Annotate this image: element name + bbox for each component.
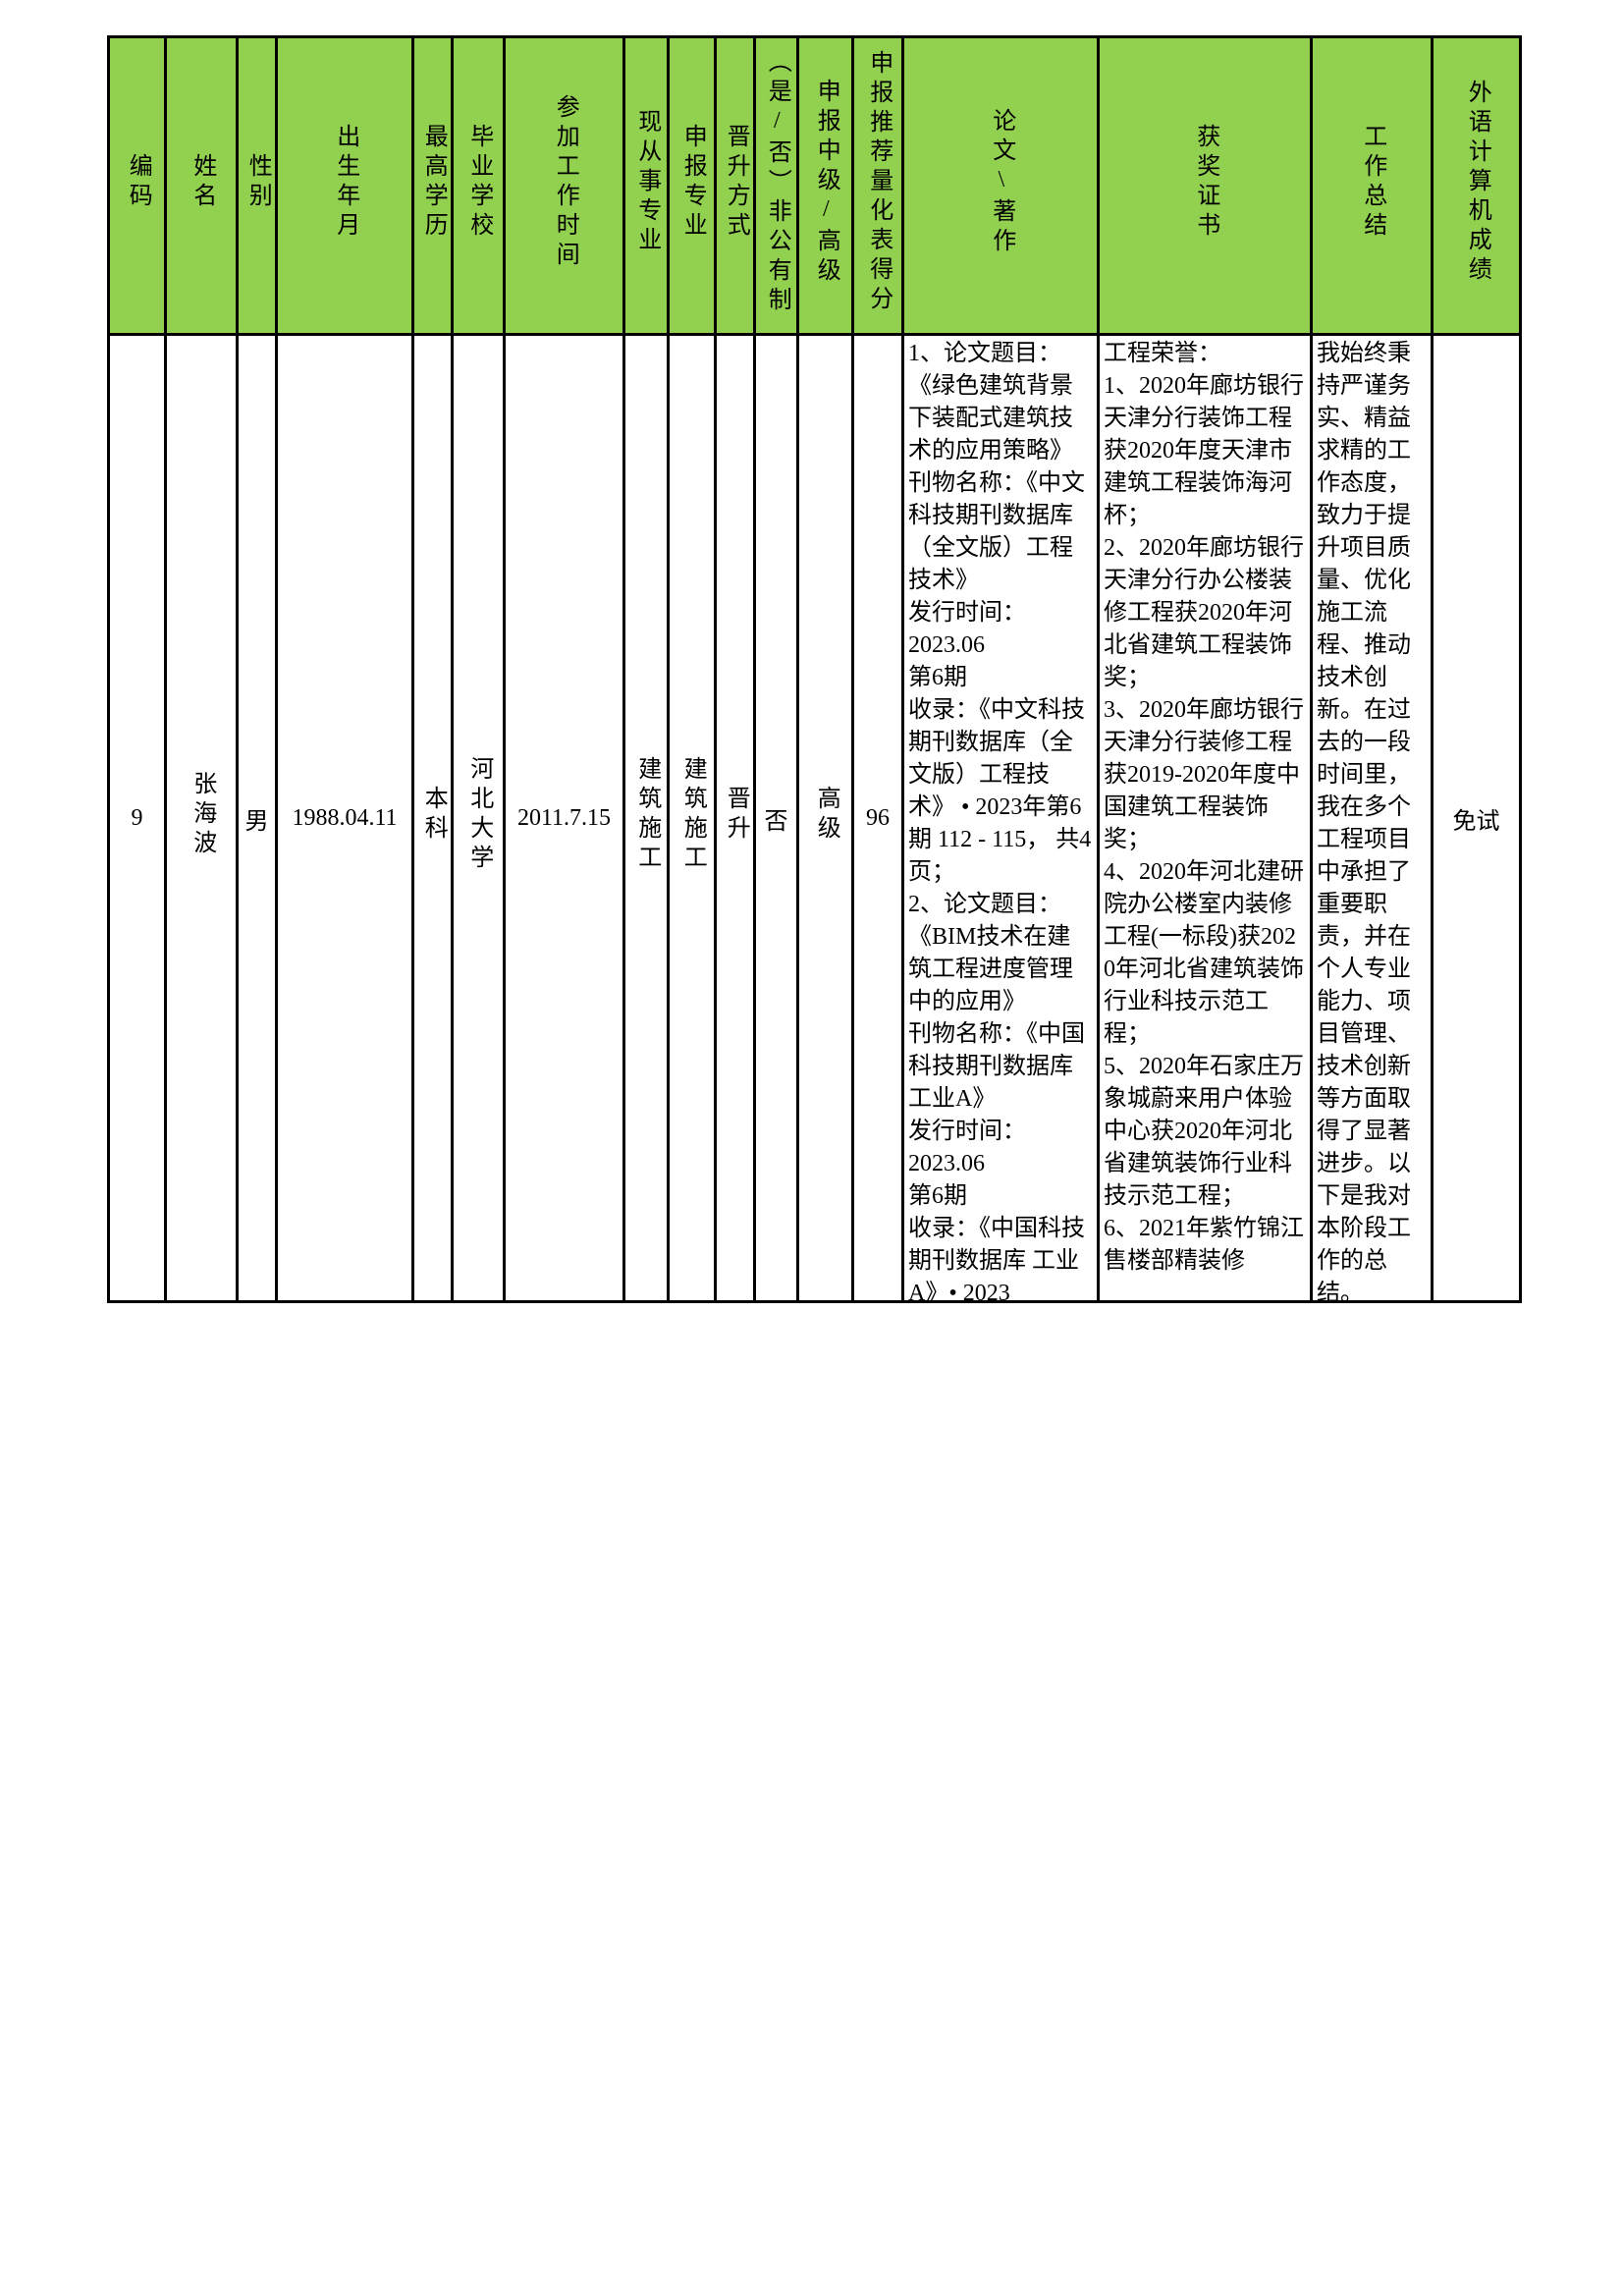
header-highest-education: 最高学历: [411, 35, 454, 336]
cell-recommendation-score-value: 96: [866, 804, 890, 831]
cell-current-profession-value: 建筑施工: [633, 755, 660, 874]
cell-declared-profession: 建筑施工: [667, 333, 717, 1303]
cell-papers: 1、论文题目： 《绿色建筑背景下装配式建筑技术的应用策略》 刊物名称：《中文科技…: [901, 333, 1100, 1303]
header-current-profession-label: 现从事专业: [633, 108, 660, 256]
header-work-start-date: 参加工作时间: [503, 35, 625, 336]
cell-declared-level-value: 高级: [813, 785, 839, 845]
header-code-label: 编码: [125, 152, 151, 212]
header-language-computer-score: 外语计算机成绩: [1431, 35, 1522, 336]
cell-language-computer-score: 免试: [1431, 333, 1522, 1303]
cell-graduation-school-value: 河北大学: [465, 755, 492, 874]
header-birth-date-label: 出生年月: [332, 123, 358, 242]
cell-non-public-ownership-value: 否: [764, 808, 788, 835]
cell-code-value: 9: [131, 804, 143, 831]
cell-language-computer-score-value: 免试: [1452, 808, 1500, 835]
cell-highest-education-value: 本科: [420, 785, 447, 845]
cell-work-start-date-value: 2011.7.15: [516, 804, 612, 831]
header-recommendation-score: 申报推荐量化表得分: [851, 35, 904, 336]
cell-awards-value: 工程荣誉： 1、2020年廊坊银行天津分行装饰工程获2020年度天津市建筑工程装…: [1104, 341, 1304, 1274]
header-name: 姓名: [164, 35, 239, 336]
cell-awards: 工程荣誉： 1、2020年廊坊银行天津分行装饰工程获2020年度天津市建筑工程装…: [1097, 333, 1313, 1303]
header-promotion-method: 晋升方式: [714, 35, 756, 336]
header-row: 编码 姓名 性别 出生年月 最高学历 毕业学校 参加工作时间 现从事专业 申报专…: [107, 35, 1522, 336]
header-birth-date: 出生年月: [275, 35, 414, 336]
header-highest-education-label: 最高学历: [420, 123, 447, 242]
header-declared-profession: 申报专业: [667, 35, 717, 336]
cell-current-profession: 建筑施工: [622, 333, 670, 1303]
header-language-computer-score-label: 外语计算机成绩: [1464, 79, 1490, 286]
cell-promotion-method-value: 晋升: [723, 785, 749, 845]
header-non-public-ownership: （是/否）非公有制: [753, 35, 799, 336]
cell-name: 张海波: [164, 333, 239, 1303]
header-declared-level: 申报中级/高级: [796, 35, 854, 336]
header-recommendation-score-label: 申报推荐量化表得分: [865, 49, 892, 315]
header-work-start-date-label: 参加工作时间: [552, 93, 578, 271]
header-papers-label: 论文\著作: [988, 107, 1014, 257]
cell-gender: 男: [236, 333, 278, 1303]
header-non-public-ownership-label: （是/否）非公有制: [764, 48, 790, 316]
header-gender: 性别: [236, 35, 278, 336]
cell-work-summary-value: 我始终秉持严谨务实、精益求精的工作态度，致力于提升项目质量、优化施工流程、推动技…: [1317, 341, 1411, 1300]
cell-recommendation-score: 96: [851, 333, 904, 1303]
cell-declared-level: 高级: [796, 333, 854, 1303]
header-declared-level-label: 申报中级/高级: [813, 78, 839, 287]
cell-graduation-school: 河北大学: [451, 333, 506, 1303]
header-awards: 获奖证书: [1097, 35, 1313, 336]
cell-promotion-method: 晋升: [714, 333, 756, 1303]
header-gender-label: 性别: [244, 152, 271, 212]
cell-name-value: 张海波: [189, 770, 215, 859]
header-promotion-method-label: 晋升方式: [723, 123, 749, 242]
header-current-profession: 现从事专业: [622, 35, 670, 336]
cell-non-public-ownership: 否: [753, 333, 799, 1303]
header-graduation-school-label: 毕业学校: [465, 123, 492, 242]
cell-code: 9: [107, 333, 167, 1303]
data-row: 9 张海波 男 1988.04.11 本科 河北大学 2011.7.15 建筑施…: [107, 333, 1522, 1303]
header-work-summary: 工作总结: [1310, 35, 1434, 336]
header-declared-profession-label: 申报专业: [679, 123, 706, 242]
header-papers: 论文\著作: [901, 35, 1100, 336]
header-work-summary-label: 工作总结: [1359, 123, 1385, 242]
header-graduation-school: 毕业学校: [451, 35, 506, 336]
cell-birth-date: 1988.04.11: [275, 333, 414, 1303]
applicant-table: 编码 姓名 性别 出生年月 最高学历 毕业学校 参加工作时间 现从事专业 申报专…: [107, 35, 1522, 1303]
header-name-label: 姓名: [189, 152, 215, 212]
cell-work-start-date: 2011.7.15: [503, 333, 625, 1303]
cell-papers-value: 1、论文题目： 《绿色建筑背景下装配式建筑技术的应用策略》 刊物名称：《中文科技…: [908, 341, 1092, 1300]
cell-work-summary: 我始终秉持严谨务实、精益求精的工作态度，致力于提升项目质量、优化施工流程、推动技…: [1310, 333, 1434, 1303]
cell-birth-date-value: 1988.04.11: [292, 804, 398, 831]
cell-declared-profession-value: 建筑施工: [679, 755, 706, 874]
cell-highest-education: 本科: [411, 333, 454, 1303]
header-code: 编码: [107, 35, 167, 336]
header-awards-label: 获奖证书: [1192, 123, 1218, 242]
cell-gender-value: 男: [244, 808, 269, 835]
